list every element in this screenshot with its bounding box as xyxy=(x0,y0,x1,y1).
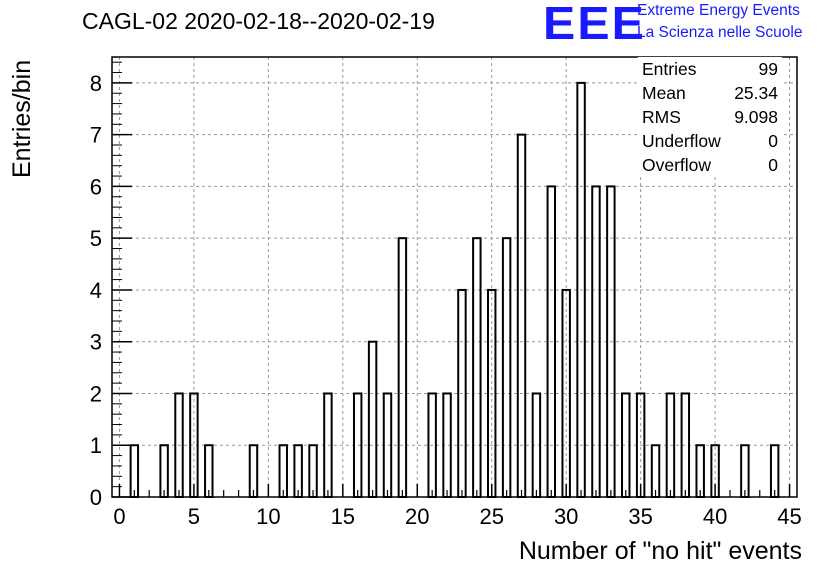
histogram-bar xyxy=(769,444,780,498)
histogram-bar xyxy=(397,237,408,498)
stat-value: 0 xyxy=(768,155,778,175)
y-tick-label: 5 xyxy=(90,226,102,251)
plot-frame xyxy=(111,56,798,498)
stats-box: Entries 99 Mean 25.34 RMS 9.098 Underflo… xyxy=(638,57,782,177)
histogram-bar xyxy=(650,444,661,498)
stat-entries: Entries 99 xyxy=(638,57,782,81)
stat-label: RMS xyxy=(642,107,681,127)
x-tick-label: 25 xyxy=(479,504,503,529)
stat-value: 25.34 xyxy=(734,83,778,103)
histogram-bar xyxy=(367,340,378,498)
stat-overflow: Overflow 0 xyxy=(638,153,782,177)
x-tick-label: 35 xyxy=(628,504,652,529)
stat-value: 99 xyxy=(758,59,778,79)
histogram-bar xyxy=(293,444,303,498)
histogram-bar xyxy=(204,444,214,498)
stat-rms: RMS 9.098 xyxy=(638,105,782,129)
y-axis-label: Entries/bin xyxy=(8,59,36,178)
histogram-bar xyxy=(248,444,259,498)
y-tick-label: 8 xyxy=(90,71,102,96)
stat-mean: Mean 25.34 xyxy=(638,81,782,105)
chart-title: CAGL-02 2020-02-18--2020-02-19 xyxy=(82,8,435,34)
histogram-bar xyxy=(516,133,527,498)
histogram-bar xyxy=(308,444,318,498)
stat-underflow: Underflow 0 xyxy=(638,129,782,153)
y-tick-label: 3 xyxy=(90,330,102,355)
logo-line-2: La Scienza nelle Scuole xyxy=(637,24,803,41)
stat-value: 9.098 xyxy=(734,107,778,127)
x-tick-label: 30 xyxy=(554,504,578,529)
histogram-bar xyxy=(740,444,750,498)
histogram-bar xyxy=(501,237,512,498)
y-tick-label: 1 xyxy=(90,433,102,458)
stat-label: Underflow xyxy=(642,131,721,151)
histogram-bar xyxy=(278,444,288,498)
histogram-bar xyxy=(695,444,705,498)
stat-label: Entries xyxy=(642,59,697,79)
x-tick-label: 40 xyxy=(703,504,727,529)
x-tick-label: 0 xyxy=(113,504,125,529)
x-tick-label: 45 xyxy=(777,504,801,529)
y-tick-label: 2 xyxy=(90,381,102,406)
y-tick-label: 4 xyxy=(90,278,102,303)
x-axis-label: Number of "no hit" events xyxy=(518,537,802,565)
stat-label: Overflow xyxy=(642,155,712,175)
histogram-bar xyxy=(129,444,140,498)
histogram-bar xyxy=(472,237,482,498)
y-tick-label: 0 xyxy=(90,485,102,510)
x-tick-label: 20 xyxy=(405,504,429,529)
histogram-bar xyxy=(159,444,169,498)
stat-value: 0 xyxy=(768,131,778,151)
x-tick-label: 5 xyxy=(188,504,200,529)
x-tick-label: 10 xyxy=(256,504,280,529)
stat-label: Mean xyxy=(642,83,686,103)
y-tick-label: 7 xyxy=(90,123,102,148)
y-tick-label: 6 xyxy=(90,174,102,199)
x-tick-label: 15 xyxy=(331,504,355,529)
logo-line-1: Extreme Energy Events xyxy=(637,2,800,19)
eee-logo: EEE xyxy=(543,0,646,49)
